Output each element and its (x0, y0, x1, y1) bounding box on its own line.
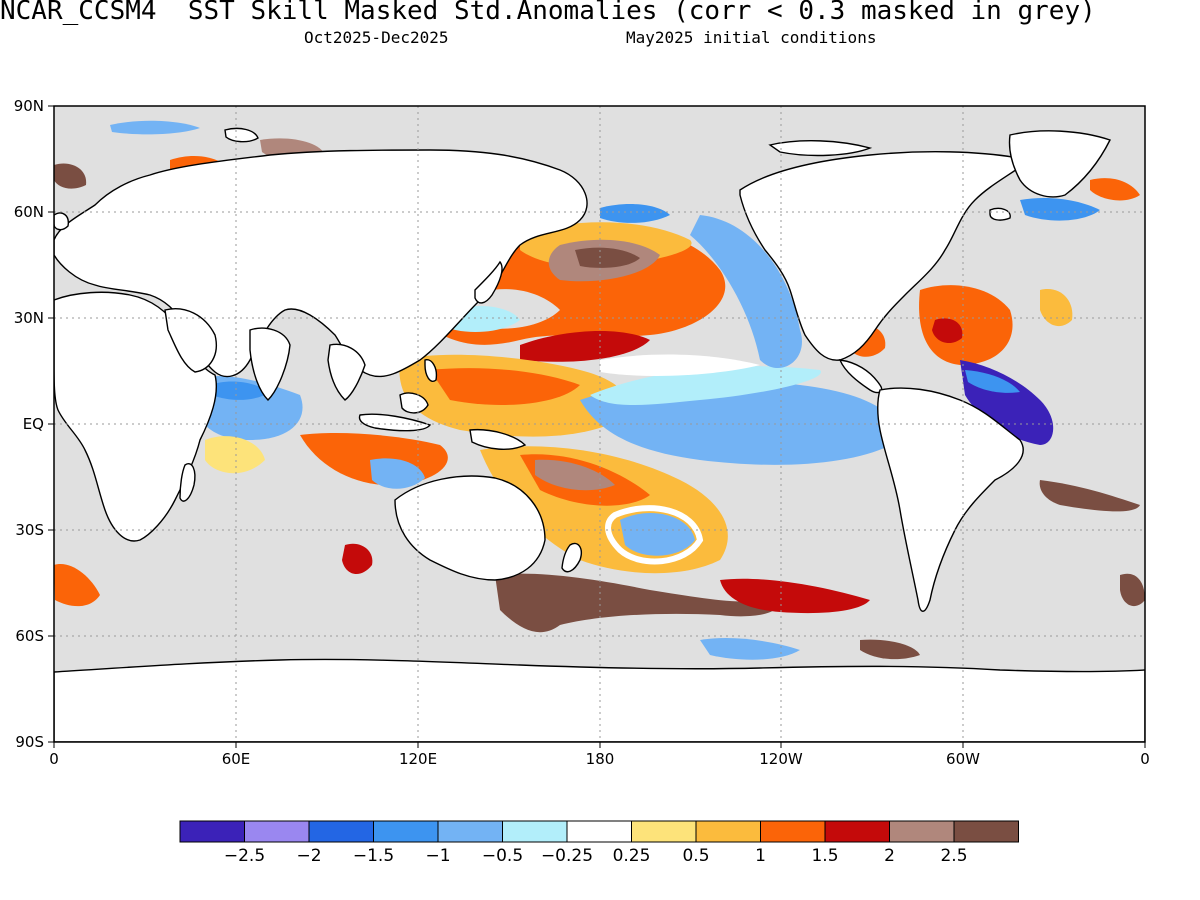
colorbar-label: 1 (755, 846, 766, 866)
land-australia (394, 475, 546, 581)
axis-ticks (48, 105, 1146, 748)
colorbar-label: −0.5 (481, 846, 524, 866)
colorbar-label: 0.5 (682, 846, 710, 866)
anomaly-io-blue2 (370, 458, 425, 489)
anomaly-io-yellow (205, 436, 265, 474)
lat-label-60s: 60S (15, 627, 44, 645)
lon-label-0: 0 (49, 750, 59, 768)
colorbar-swatch (631, 820, 697, 843)
anomaly-arctic-blue (110, 120, 200, 135)
colorbar-label: −0.25 (540, 846, 594, 866)
land-sea (327, 343, 366, 401)
land-iceland (989, 207, 1011, 221)
land-nz (561, 542, 582, 573)
colorbar-swatch (953, 820, 1019, 843)
anomaly-io-red-spot (342, 543, 373, 575)
colorbar-label: 1.5 (811, 846, 839, 866)
anomaly-spac-brown (535, 459, 615, 491)
colorbar-swatch (889, 820, 955, 843)
lon-label-60e: 60E (221, 750, 251, 768)
anomaly-so-red (720, 578, 870, 614)
lon-label-120e: 120E (398, 750, 438, 768)
anomaly-so-brown2 (860, 639, 920, 660)
anomaly-arctic-nwa (54, 163, 87, 189)
lon-label-120w: 120W (759, 750, 803, 768)
land-canada-arctic (768, 140, 873, 157)
land-madagascar (179, 463, 196, 502)
colorbar-label: −2.5 (223, 846, 266, 866)
colorbar-swatch (179, 820, 245, 843)
anomaly-spac-white (605, 505, 704, 565)
lat-label-30s: 30S (15, 521, 44, 539)
land-svalbard (224, 127, 259, 143)
anomaly-natl-red (932, 318, 963, 344)
land-india (249, 327, 291, 401)
colorbar-swatch (695, 820, 761, 843)
colorbar-label: −1.5 (352, 846, 395, 866)
anomaly-natl-orange (919, 285, 1013, 365)
anomaly-so-blue (700, 638, 800, 660)
anomaly-npac-red (520, 330, 650, 362)
colorbar (179, 820, 1019, 843)
anomaly-wpac-orange (430, 368, 580, 405)
anomaly-io-darkblue (210, 381, 270, 400)
land-borneo (399, 392, 429, 414)
colorbar-swatch (308, 820, 374, 843)
colorbar-swatch (760, 820, 826, 843)
land-namerica (739, 151, 1032, 361)
lon-label-180: 180 (585, 750, 615, 768)
colorbar-label: 2.5 (940, 846, 968, 866)
anomaly-epac-white (600, 354, 760, 376)
lat-label-90s: 90S (15, 733, 44, 751)
colorbar-swatch (502, 820, 568, 843)
anomaly-satl-brown2 (1120, 573, 1145, 607)
land-greenland (1008, 130, 1111, 198)
lat-label-eq: EQ (22, 415, 44, 433)
colorbar-swatch (437, 820, 503, 843)
lon-label-60w: 60W (946, 750, 980, 768)
colorbar-label: −1 (425, 846, 451, 866)
anomaly-nor-blue (1020, 198, 1100, 221)
anomaly-epac-lightblue (590, 366, 821, 405)
anomaly-npac-darkbrown (575, 247, 640, 268)
title-text: SST Skill Masked Std.Anomalies (corr < 0… (187, 0, 1096, 26)
anomaly-natl-east (1040, 289, 1073, 327)
forecast-period: Oct2025-Dec2025 (304, 28, 449, 47)
model-name: NCAR_CCSM4 (0, 0, 157, 26)
anomaly-nor-red (1090, 178, 1140, 201)
anomaly-so-brown (495, 573, 777, 633)
colorbar-swatch (373, 820, 439, 843)
map-title: NCAR_CCSM4 SST Skill Masked Std.Anomalie… (0, 0, 1200, 28)
lat-label-90n: 90N (13, 97, 44, 115)
colorbar-swatch (566, 820, 632, 843)
land-indonesia (358, 413, 432, 432)
initial-conditions: May2025 initial conditions (626, 28, 877, 47)
anomaly-spac-coolspot (620, 512, 695, 556)
anomaly-natl-blue2 (965, 370, 1020, 393)
anomaly-safr (54, 564, 100, 607)
anomaly-nepac-darkblue (600, 204, 670, 223)
land-uk (54, 212, 69, 231)
colorbar-label: −2 (296, 846, 322, 866)
anomaly-nepac-blue (690, 215, 802, 369)
land-samerica (877, 387, 1024, 612)
colorbar-swatch (244, 820, 310, 843)
lat-label-30n: 30N (13, 309, 44, 327)
colorbar-swatch (824, 820, 890, 843)
land-philippines (424, 359, 438, 382)
land-newguinea (469, 428, 527, 450)
land-japan (474, 260, 503, 304)
land-arabia (164, 308, 217, 373)
sst-anomaly-field (54, 120, 1145, 660)
colorbar-label: 0.25 (612, 846, 651, 866)
lat-label-60n: 60N (13, 203, 44, 221)
anomaly-satl-brown (1039, 480, 1140, 512)
gridlines (54, 106, 1145, 742)
lon-label-0-east: 0 (1140, 750, 1150, 768)
colorbar-label: 2 (884, 846, 895, 866)
